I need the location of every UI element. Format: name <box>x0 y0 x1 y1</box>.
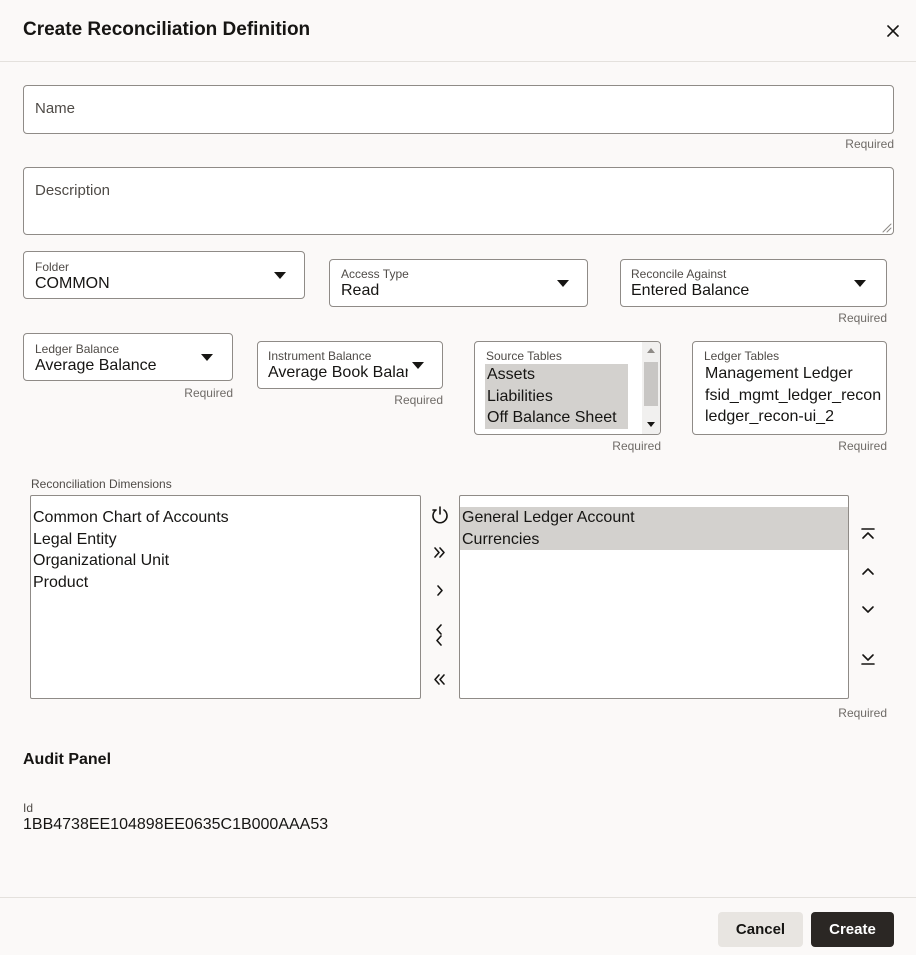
dropdown-arrow <box>412 362 424 369</box>
id-value: 1BB4738EE104898EE0635C1B000AAA53 <box>23 816 329 833</box>
header-divider <box>0 61 916 62</box>
move-all-left-button[interactable] <box>434 674 445 685</box>
dropdown-arrow <box>557 280 569 287</box>
list-option[interactable]: Off Balance Sheet <box>485 407 628 429</box>
id-label: Id <box>23 801 34 815</box>
reset-button[interactable] <box>432 506 448 524</box>
scrollbar-thumb <box>644 362 658 406</box>
instrument-balance-value: Average Book Balan <box>268 364 408 381</box>
instrument-balance-label: Instrument Balance <box>268 349 372 363</box>
dimensions-label: Reconciliation Dimensions <box>31 477 172 491</box>
ledger-balance-select[interactable] <box>23 333 233 381</box>
reconcile-against-value: Entered Balance <box>631 282 750 299</box>
move-up-button[interactable] <box>862 568 874 575</box>
ledger-balance-value: Average Balance <box>35 357 157 374</box>
reconcile-against-label: Reconcile Against <box>631 267 727 281</box>
name-label: Name <box>35 100 76 117</box>
list-option[interactable]: ledger_recon-ui_2 <box>705 408 834 425</box>
list-option[interactable]: Management Ledger <box>705 365 853 382</box>
move-all-right-button[interactable] <box>434 547 445 558</box>
move-left-button[interactable] <box>436 624 443 646</box>
list-option[interactable]: General Ledger Account <box>460 507 848 529</box>
required-hint: Required <box>394 393 443 407</box>
dialog-title: Create Reconciliation Definition <box>23 19 311 40</box>
instrument-balance-select[interactable] <box>257 341 443 389</box>
reconcile-against-select[interactable] <box>620 259 887 307</box>
list-option[interactable]: Legal Entity <box>33 530 117 548</box>
folder-label: Folder <box>35 260 70 274</box>
dropdown-arrow <box>274 272 286 279</box>
create-button[interactable]: Create <box>811 912 894 947</box>
selected-list[interactable]: General Ledger Account Currencies <box>459 495 849 699</box>
description-label: Description <box>35 182 111 199</box>
audit-title: Audit Panel <box>23 751 112 768</box>
description-input[interactable] <box>23 167 894 235</box>
access-type-label: Access Type <box>341 267 409 281</box>
name-input[interactable] <box>23 85 894 134</box>
cancel-button[interactable]: Cancel <box>718 912 803 947</box>
move-top-button[interactable] <box>861 528 875 539</box>
required-hint: Required <box>838 706 887 720</box>
access-type-select[interactable] <box>329 259 588 307</box>
move-down-button[interactable] <box>862 606 874 613</box>
required-hint: Required <box>845 137 894 151</box>
source-tables-list[interactable]: Assets Liabilities Off Balance Sheet <box>474 341 661 435</box>
list-option[interactable]: Currencies <box>460 528 848 550</box>
required-hint: Required <box>838 439 887 453</box>
required-hint: Required <box>838 311 887 325</box>
source-tables-label: Source Tables <box>486 349 562 363</box>
access-type-value: Read <box>341 282 380 299</box>
resize-handle <box>882 223 892 233</box>
move-right-button[interactable] <box>437 585 443 596</box>
folder-value: COMMON <box>35 275 110 292</box>
dropdown-arrow <box>854 280 866 287</box>
scroll-up[interactable] <box>647 348 655 353</box>
list-option[interactable]: Product <box>33 573 89 591</box>
required-hint: Required <box>612 439 661 453</box>
move-bottom-button[interactable] <box>861 654 875 665</box>
list-option[interactable]: Assets <box>485 364 628 386</box>
scroll-down[interactable] <box>647 422 655 427</box>
required-hint: Required <box>184 386 233 400</box>
list-option[interactable]: fsid_mgmt_ledger_recon <box>705 386 882 404</box>
list-option[interactable]: Liabilities <box>485 385 628 407</box>
close-button[interactable] <box>887 25 899 37</box>
ledger-tables-label: Ledger Tables <box>704 349 780 363</box>
available-list[interactable]: Common Chart of Accounts Legal Entity Orga… <box>30 495 421 699</box>
ledger-balance-label: Ledger Balance <box>35 342 120 356</box>
dropdown-arrow <box>201 354 213 361</box>
folder-select[interactable] <box>23 251 305 299</box>
list-option[interactable]: Common Chart of Accounts <box>33 509 229 526</box>
list-option[interactable]: Organizational Unit <box>33 552 170 569</box>
footer-divider <box>0 897 916 898</box>
